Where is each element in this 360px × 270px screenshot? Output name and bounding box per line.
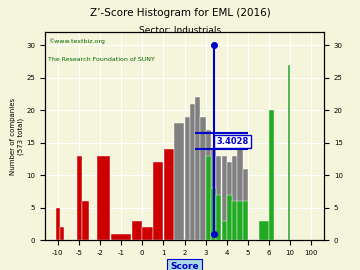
Bar	[269, 110, 274, 240]
Bar	[238, 149, 243, 240]
Bar	[232, 201, 237, 240]
Bar	[243, 201, 248, 240]
Text: The Research Foundation of SUNY: The Research Foundation of SUNY	[48, 57, 155, 62]
Text: Sector: Industrials: Sector: Industrials	[139, 26, 221, 35]
Bar	[221, 221, 227, 240]
Bar	[227, 195, 232, 240]
Bar	[132, 221, 142, 240]
Bar	[201, 117, 206, 240]
Bar	[211, 188, 216, 240]
Bar	[82, 201, 89, 240]
Bar	[288, 65, 290, 240]
Bar	[190, 104, 195, 240]
Bar	[77, 156, 82, 240]
Bar	[211, 149, 216, 240]
Bar	[195, 97, 200, 240]
Bar	[206, 130, 211, 240]
Bar	[227, 162, 232, 240]
X-axis label: Score: Score	[170, 262, 199, 270]
Bar	[153, 162, 163, 240]
Bar	[216, 156, 221, 240]
Bar	[143, 227, 153, 240]
Bar	[111, 234, 131, 240]
Text: Z’-Score Histogram for EML (2016): Z’-Score Histogram for EML (2016)	[90, 8, 270, 18]
Bar	[221, 156, 227, 240]
Bar	[174, 123, 184, 240]
Text: 3.4028: 3.4028	[216, 137, 248, 146]
Bar	[60, 227, 64, 240]
Bar	[238, 201, 243, 240]
Bar	[163, 149, 174, 240]
Bar	[216, 195, 221, 240]
Bar	[56, 208, 60, 240]
Y-axis label: Number of companies
(573 total): Number of companies (573 total)	[10, 98, 23, 175]
Bar	[232, 156, 237, 240]
Bar	[258, 221, 269, 240]
Bar	[185, 117, 190, 240]
Bar	[206, 156, 211, 240]
Text: ©www.textbiz.org: ©www.textbiz.org	[48, 39, 105, 44]
Bar	[243, 169, 248, 240]
Bar	[96, 156, 110, 240]
